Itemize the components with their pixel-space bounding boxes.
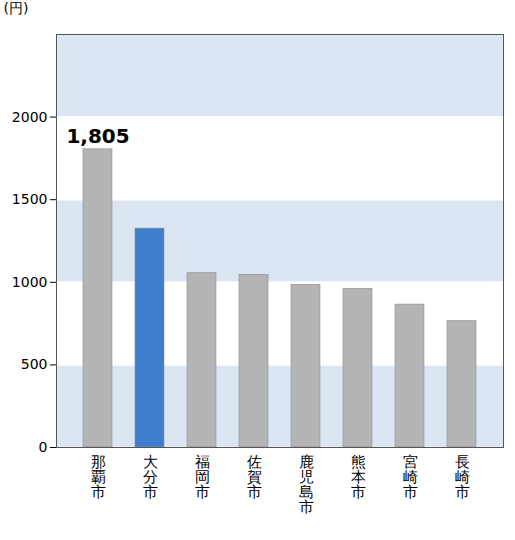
svg-text:1500: 1500	[12, 191, 48, 207]
svg-text:宮崎市: 宮崎市	[403, 453, 418, 501]
svg-text:1000: 1000	[12, 274, 48, 290]
svg-text:(円): (円)	[4, 0, 29, 16]
svg-text:500: 500	[21, 356, 48, 372]
svg-text:鹿児島市: 鹿児島市	[299, 453, 314, 516]
svg-text:0: 0	[39, 439, 48, 455]
svg-text:2000: 2000	[12, 109, 48, 125]
svg-text:熊本市: 熊本市	[351, 453, 366, 501]
svg-text:福岡市: 福岡市	[195, 453, 210, 501]
svg-text:1,805: 1,805	[66, 124, 129, 148]
svg-text:那覇市: 那覇市	[91, 453, 106, 501]
svg-text:長崎市: 長崎市	[455, 453, 470, 501]
svg-text:大分市: 大分市	[143, 453, 158, 501]
svg-text:佐賀市: 佐賀市	[247, 453, 262, 501]
